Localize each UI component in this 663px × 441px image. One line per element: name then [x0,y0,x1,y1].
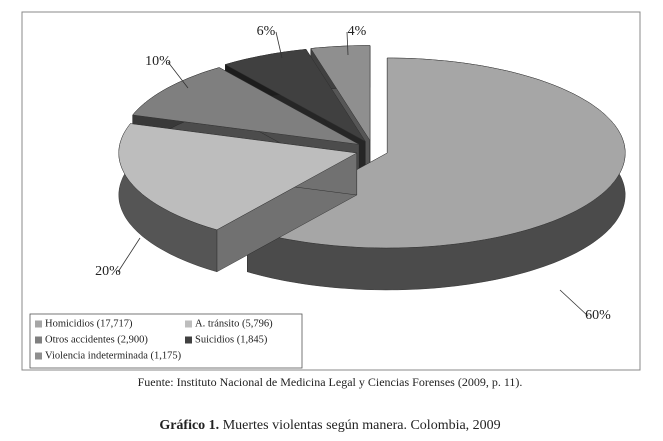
legend-label: A. tránsito (5,796) [195,318,273,329]
legend-swatch [185,336,192,344]
legend-label: Suicidios (1,845) [195,334,268,345]
legend-swatch [185,320,192,328]
data-label: 20% [95,264,121,279]
leader-line [275,31,283,59]
caption: Gráfico 1. Muertes violentas según maner… [159,418,500,433]
legend-swatch [35,320,42,328]
data-label: 10% [145,54,171,69]
source-note: Fuente: Instituto Nacional de Medicina L… [138,375,523,389]
slice-top [118,123,358,231]
legend-box [29,313,303,369]
legend-swatch [35,352,42,360]
leader-line [167,61,189,89]
slice-top [132,67,360,145]
legend: Homicidios (17,717) A. tránsito (5,796) Ot… [35,318,273,361]
legend-swatch [35,336,42,344]
leader-line [346,31,349,56]
data-label: 6% [257,24,276,39]
slice [118,123,358,273]
data-label: 60% [585,308,611,323]
legend-label: Homicidios (17,717) [45,318,133,329]
caption-title: Muertes violentas según manera. Colombia… [223,418,501,433]
legend-label: Otros accidentes (2,900) [45,334,148,345]
legend-label: Violencia indeterminada (1,175) [45,350,182,361]
slice-top [224,49,366,142]
figure-label: Gráfico 1. [159,418,219,433]
slice-top [310,45,371,142]
data-label: 4% [348,24,367,39]
leader-line [559,289,589,317]
pie [118,45,626,291]
leader-line [117,237,141,273]
labels: 60% 20% 10% 6% 4% [95,24,611,323]
